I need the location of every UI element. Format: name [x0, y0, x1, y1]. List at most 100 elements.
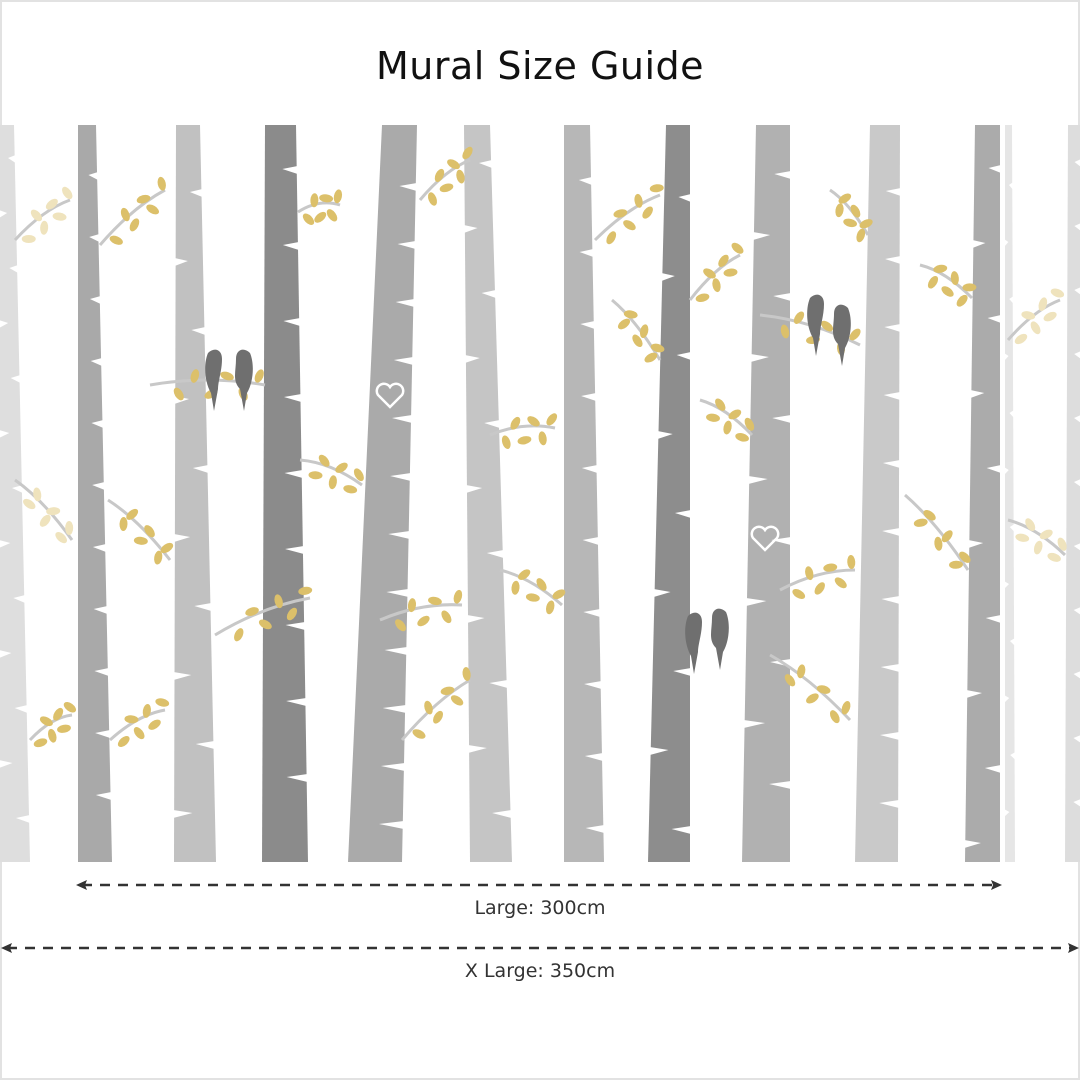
leaf-icon	[518, 569, 531, 580]
bark-notch	[393, 357, 414, 365]
branch	[379, 603, 463, 622]
leaf-icon	[933, 264, 948, 273]
leaf-icon	[155, 698, 170, 707]
bark-notch	[972, 240, 986, 248]
branch	[418, 158, 471, 201]
leaf-icon	[462, 146, 473, 160]
bark-notch	[772, 415, 791, 423]
bird-icon	[711, 608, 732, 670]
bark-notch	[95, 792, 112, 800]
leaf-icon	[1030, 321, 1041, 335]
birch-tree	[174, 125, 216, 862]
birch-tree	[742, 125, 790, 862]
bark-notch	[1009, 410, 1015, 418]
bark-notch	[90, 358, 103, 366]
leaf-icon	[715, 398, 726, 411]
bark-notch	[671, 826, 691, 834]
bark-notch	[479, 160, 493, 168]
leaf-icon	[834, 577, 847, 589]
leaf-icon	[859, 219, 873, 229]
leaf-icon	[941, 286, 954, 297]
leaf-icon	[744, 417, 755, 431]
leaf-icon	[154, 550, 163, 565]
bark-notch	[285, 622, 306, 630]
leaf-icon	[797, 664, 806, 679]
bark-notch	[379, 821, 404, 829]
leaf-icon	[847, 555, 856, 569]
bark-notch	[194, 603, 212, 611]
heart-icon	[375, 382, 405, 409]
leaf-icon	[52, 212, 67, 221]
leaf-icon	[310, 193, 319, 208]
branch	[499, 568, 563, 607]
bark-notch	[752, 232, 771, 240]
leaf-icon	[30, 209, 43, 222]
bark-notch	[94, 668, 109, 676]
leaf-icon	[784, 674, 796, 687]
bark-notch	[985, 615, 1001, 623]
leaf-icon	[1014, 333, 1028, 345]
leaf-icon	[335, 462, 348, 473]
leaf-icon	[439, 183, 454, 193]
bark-notch	[678, 194, 691, 202]
leaf-icon	[286, 607, 298, 621]
leaf-icon	[617, 318, 631, 330]
leaf-icon	[274, 594, 283, 609]
branch	[611, 298, 662, 361]
leaf-icon	[343, 485, 358, 494]
leaf-icon	[45, 198, 58, 210]
leaf-icon	[949, 560, 964, 569]
leaf-icon	[623, 310, 638, 319]
bark-notch	[283, 318, 301, 326]
bark-notch	[746, 598, 767, 606]
bark-notch	[384, 647, 408, 655]
bark-notch	[397, 241, 416, 249]
bark-notch	[583, 609, 601, 617]
leaf-icon	[552, 589, 566, 600]
leaf-icon	[780, 324, 790, 339]
bark-notch	[189, 189, 203, 197]
bark-notch	[984, 765, 1001, 773]
bark-notch	[1073, 543, 1080, 551]
branch	[299, 458, 363, 487]
birch-tree	[564, 125, 604, 862]
branch	[1007, 518, 1067, 557]
leaf-icon	[109, 235, 123, 245]
leaf-icon	[1057, 537, 1067, 551]
bark-notch	[584, 681, 602, 689]
bark-notch	[1004, 695, 1010, 703]
bark-notch	[466, 615, 485, 623]
bark-notch	[9, 265, 19, 273]
leaf-icon	[417, 615, 430, 627]
leaf-icon	[62, 186, 73, 200]
leaf-icon	[314, 211, 327, 223]
bark-notch	[674, 510, 691, 518]
leaf-icon	[57, 724, 71, 733]
bark-notch	[282, 166, 298, 174]
leaf-icon	[838, 193, 852, 204]
bark-notch	[192, 465, 209, 473]
dimension-arrows	[1, 880, 1079, 953]
leaf-icon	[234, 628, 244, 642]
leaf-icon	[120, 207, 130, 222]
arrow-left-icon	[76, 880, 87, 890]
leaf-icon	[718, 254, 729, 267]
bird-icon	[235, 349, 256, 411]
leaf-icon	[450, 695, 464, 706]
bark-notch	[11, 485, 23, 493]
bark-notch	[174, 258, 188, 266]
heart-icon	[750, 525, 780, 552]
bark-notch	[676, 352, 691, 360]
leaf-icon	[632, 334, 643, 348]
bark-notch	[1004, 581, 1009, 589]
bark-notch	[286, 698, 307, 706]
bark-notch	[578, 177, 592, 185]
bark-notch	[1004, 467, 1009, 475]
leaf-icon	[712, 278, 721, 293]
bark-notch	[880, 732, 900, 740]
bark-notch	[771, 537, 791, 545]
bark-notch	[1074, 159, 1080, 167]
leaf-icon	[142, 703, 151, 718]
bark-notch	[1009, 638, 1016, 646]
bark-notch	[492, 810, 512, 818]
